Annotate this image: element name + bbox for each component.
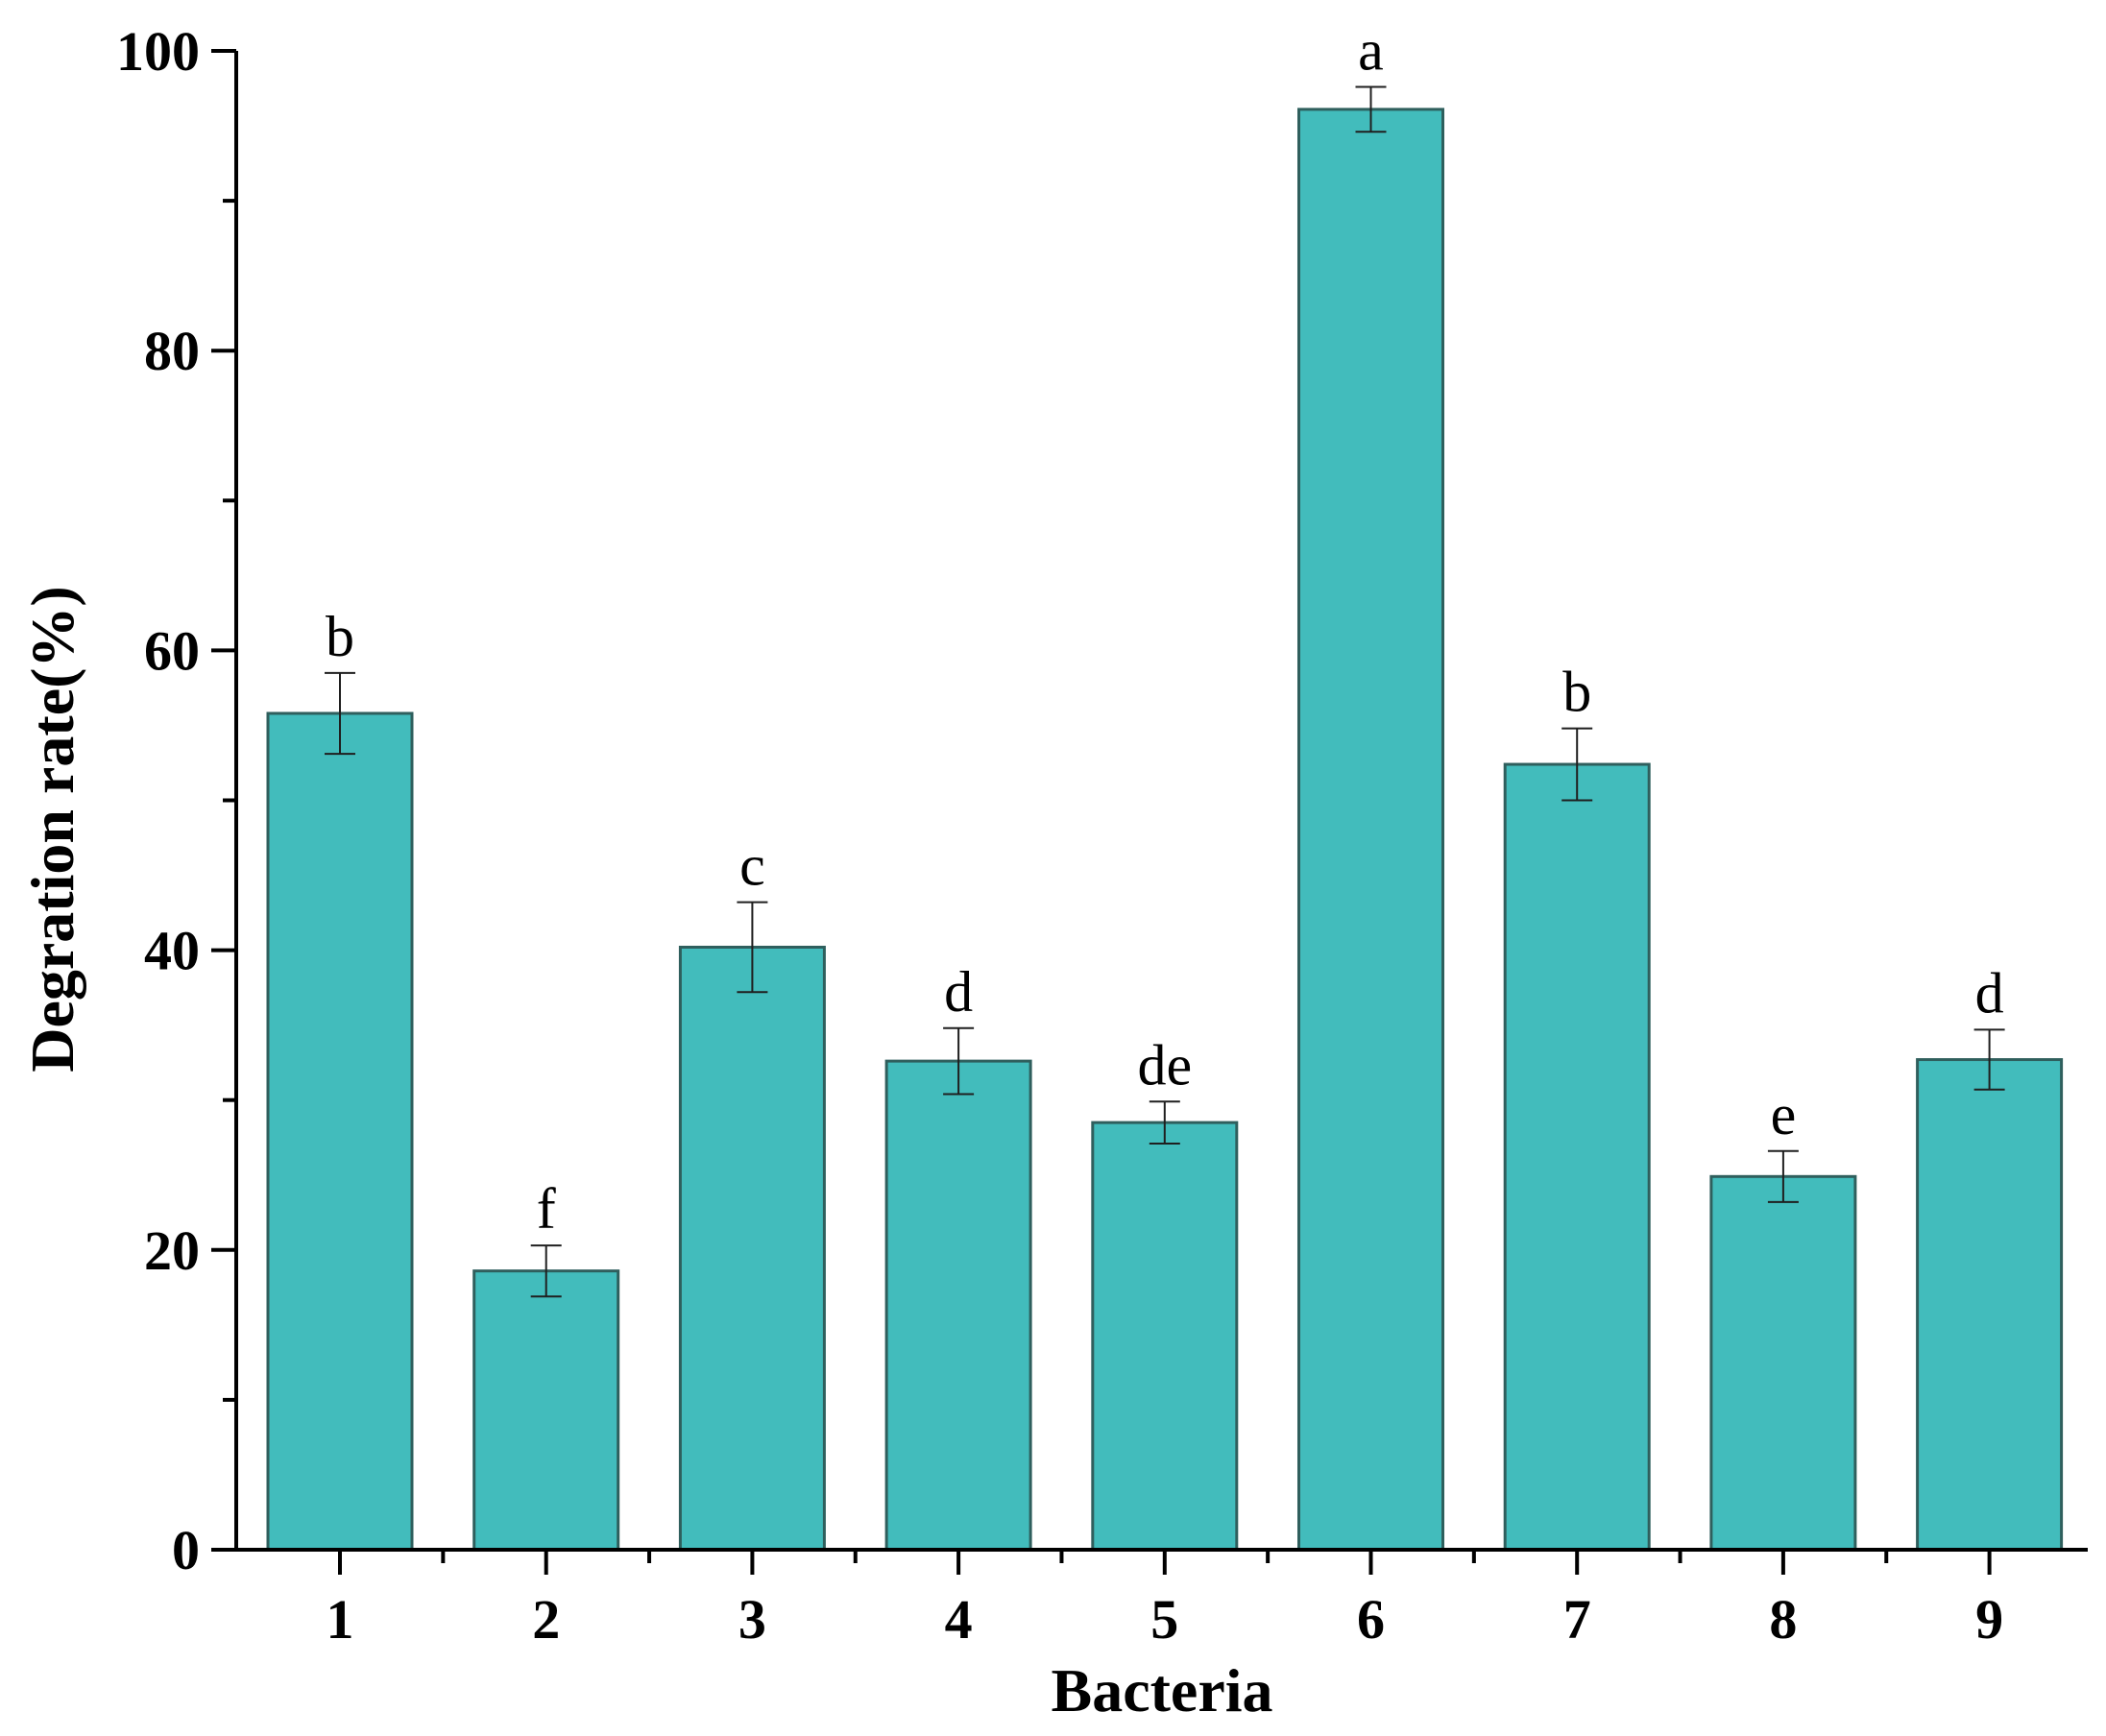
significance-label-9: d (1975, 961, 2004, 1025)
significance-label-3: c (739, 834, 765, 898)
x-tick-label-6: 6 (1357, 1588, 1385, 1651)
x-ticks-group: 1 2 3 4 5 6 7 8 9 (327, 1550, 2003, 1651)
bar-1 (266, 711, 414, 1552)
y-tick-label: 0 (172, 1519, 200, 1581)
bars-group (266, 108, 2064, 1552)
y-tick-label: 20 (144, 1219, 200, 1282)
bar-5 (1091, 1121, 1239, 1552)
x-tick-label-3: 3 (738, 1588, 766, 1651)
error-bar-1 (325, 671, 355, 756)
x-tick-label-1: 1 (327, 1588, 354, 1651)
x-tick-label-4: 4 (945, 1588, 973, 1651)
error-bar-6 (1355, 85, 1387, 133)
bar-6 (1297, 108, 1444, 1552)
y-axis-title: Degration rate(%) (18, 586, 86, 1072)
significance-label-5: de (1137, 1033, 1192, 1097)
x-tick-label-8: 8 (1769, 1588, 1797, 1651)
error-bar-2 (530, 1244, 562, 1298)
bar-7 (1503, 762, 1651, 1552)
error-bar-3 (737, 901, 768, 994)
significance-labels-group: b f c d de a b e d (326, 18, 2004, 1241)
y-tick-label: 100 (116, 20, 200, 83)
error-bar-8 (1767, 1149, 1799, 1203)
error-bar-4 (943, 1026, 975, 1096)
error-bar-7 (1561, 727, 1593, 802)
error-bar-9 (1973, 1028, 2005, 1091)
bar-4 (884, 1059, 1032, 1552)
x-axis-title: Bacteria (1052, 1656, 1273, 1724)
y-tick-label: 60 (144, 619, 200, 682)
y-tick-label: 80 (144, 320, 200, 382)
bar-9 (1916, 1058, 2064, 1552)
significance-label-4: d (944, 960, 973, 1024)
error-bars-group (325, 85, 2005, 1298)
error-bar-5 (1149, 1100, 1180, 1145)
significance-label-6: a (1358, 18, 1384, 82)
bar-8 (1709, 1174, 1857, 1552)
y-tick-label: 40 (144, 920, 200, 982)
x-tick-label-9: 9 (1975, 1588, 2003, 1651)
x-tick-label-7: 7 (1563, 1588, 1591, 1651)
significance-label-7: b (1562, 661, 1591, 724)
x-tick-label-5: 5 (1150, 1588, 1178, 1651)
y-ticks-group: 0 20 40 60 80 100 (116, 20, 236, 1581)
x-tick-label-2: 2 (532, 1588, 560, 1651)
significance-label-1: b (326, 605, 354, 668)
significance-label-2: f (537, 1177, 556, 1241)
bar-3 (678, 945, 826, 1552)
significance-label-8: e (1771, 1083, 1797, 1146)
bar-2 (472, 1269, 620, 1552)
